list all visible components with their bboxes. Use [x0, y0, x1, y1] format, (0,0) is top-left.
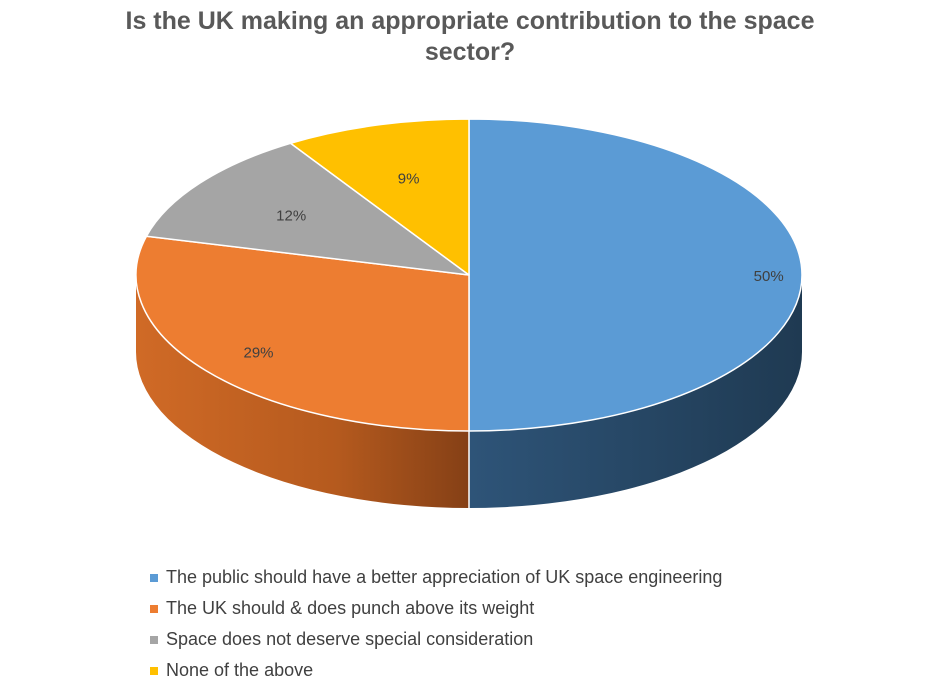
legend-swatch-blue: [150, 573, 158, 582]
pie-data-labels: 50% 29% 12% 9%: [243, 171, 783, 362]
legend-label: The public should have a better apprecia…: [166, 567, 723, 587]
data-label-public-appreciation: 50%: [754, 268, 784, 285]
legend-item-none-of-above: None of the above: [150, 655, 722, 686]
chart-title: Is the UK making an appropriate contribu…: [0, 6, 940, 68]
pie-chart: 50% 29% 12% 9%: [135, 118, 803, 508]
pie-slice-no-special-consideration: [145, 142, 470, 276]
pie-slice-punch-above-weight: [135, 235, 470, 432]
legend-swatch-orange: [150, 604, 158, 613]
legend-swatch-yellow: [150, 666, 158, 675]
pie-side-walls: [136, 275, 802, 508]
pie-side-punch-above-weight: [136, 275, 469, 508]
legend-swatch-gray: [150, 635, 158, 644]
pie-side-public-appreciation: [469, 275, 802, 508]
legend-item-punch-above-weight: The UK should & does punch above its wei…: [150, 593, 722, 624]
legend: The public should have a better apprecia…: [150, 562, 722, 686]
chart-title-line-2: sector?: [424, 38, 516, 66]
pie-slice-none-of-above: [289, 118, 470, 276]
pie-slice-public-appreciation: [468, 118, 803, 432]
data-label-no-special-consideration: 12%: [276, 208, 306, 225]
legend-item-no-special-consideration: Space does not deserve special considera…: [150, 624, 722, 655]
data-label-none-of-above: 9%: [398, 171, 420, 188]
chart-title-line-1: Is the UK making an appropriate contribu…: [125, 7, 815, 35]
legend-item-public-appreciation: The public should have a better apprecia…: [150, 562, 722, 593]
data-label-punch-above-weight: 29%: [243, 345, 273, 362]
legend-label: The UK should & does punch above its wei…: [166, 598, 535, 618]
legend-label: None of the above: [166, 660, 314, 680]
legend-label: Space does not deserve special considera…: [166, 629, 534, 649]
pie-top-faces: [135, 118, 803, 432]
